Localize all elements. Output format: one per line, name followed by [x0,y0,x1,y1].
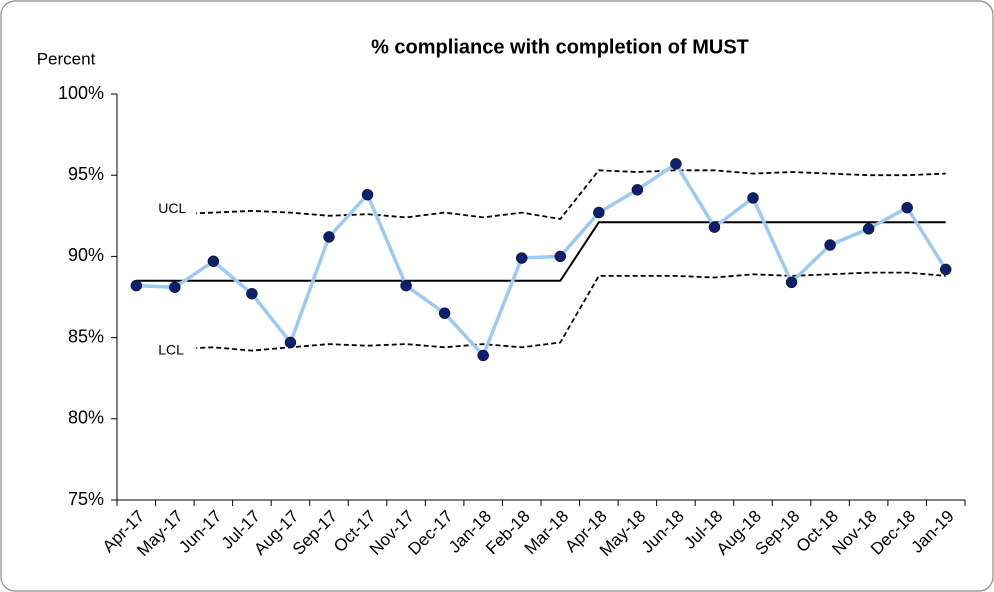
data-point [747,192,759,204]
data-point [901,201,913,214]
data-point [246,288,258,300]
limit-line [136,271,946,352]
data-point [824,239,836,251]
y-tick-label: 90% [68,245,104,265]
y-tick-label: 80% [68,408,104,428]
data-point [515,252,528,264]
data-point [862,223,875,235]
chart-title: % compliance with completion of MUST [371,36,749,58]
label-background [132,199,197,220]
data-point [708,221,721,233]
mean-line [136,221,946,282]
data-point [670,158,682,170]
line-label: UCL [158,200,186,216]
y-axis-label: Percent [37,49,96,68]
data-point [323,231,335,243]
data-point [593,206,605,219]
data-point [477,349,489,362]
data-point [361,188,374,201]
y-tick-label: 85% [68,326,104,346]
line-label: LCL [158,341,184,357]
data-point [785,276,798,289]
data-point [554,250,567,263]
data-point [400,279,412,292]
data-point [631,184,644,196]
data-point [130,279,143,292]
label-background [132,340,197,361]
data-point [438,307,451,319]
y-tick-label: 100% [58,83,104,103]
data-point [207,255,220,268]
y-tick-label: 75% [68,489,104,509]
y-tick-label: 95% [68,164,104,184]
data-point [169,281,181,294]
data-line [136,161,948,359]
data-point [284,336,297,349]
data-point [939,263,952,276]
limit-line [136,169,946,220]
